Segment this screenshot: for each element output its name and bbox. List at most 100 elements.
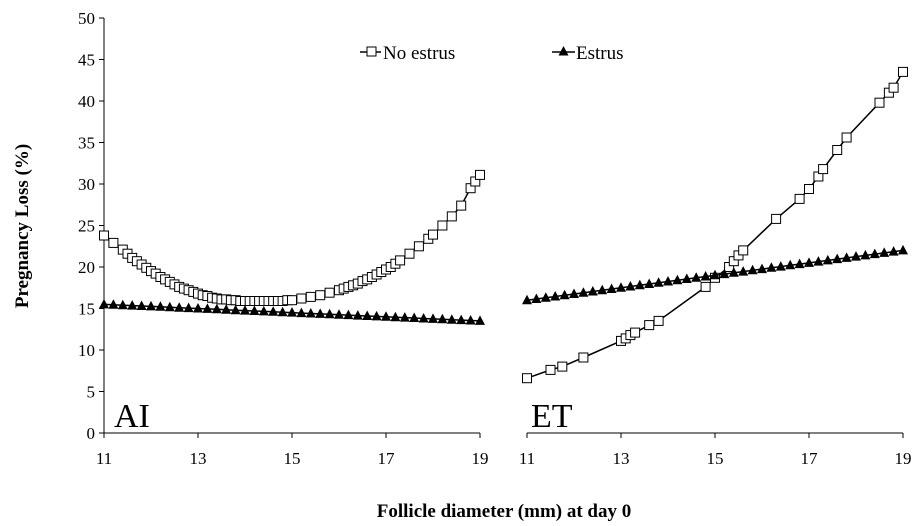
- panel-et-no-estrus-point: [832, 145, 843, 155]
- panel-et-no-estrus-point: [557, 361, 568, 372]
- panel-ai-estrus-point: [155, 301, 166, 311]
- y-ticks: 0 5 10 15 20 25 30 35 40 45 50: [78, 9, 104, 443]
- y-tick-label: 50: [78, 9, 95, 28]
- y-tick-label: 15: [78, 300, 95, 319]
- panel-et-estrus-point: [625, 281, 636, 291]
- panel-ai-x-tick-label: 19: [472, 449, 489, 468]
- panel-ai-estrus-point: [221, 304, 232, 314]
- panel-ai-estrus-point: [258, 305, 269, 316]
- panel-et-no-estrus-point: [874, 97, 885, 108]
- panel-et-estrus-point: [672, 274, 683, 285]
- legend-estrus-label: Estrus: [576, 43, 624, 64]
- panel-ai-estrus-point: [352, 310, 363, 320]
- legend-entry-estrus: Estrus: [552, 43, 624, 64]
- panel-ai-x-tick-label: 17: [378, 449, 396, 468]
- panel-ai-estrus-point: [475, 315, 485, 325]
- panel-et-estrus-point: [587, 286, 598, 296]
- panel-ai-estrus-point: [174, 302, 185, 312]
- panel-ai-estrus-point: [418, 313, 429, 323]
- x-axis-title: Follicle diameter (mm) at day 0: [377, 501, 632, 522]
- panel-ai-estrus-point: [268, 306, 279, 316]
- panel-ai-estrus-point: [240, 305, 250, 315]
- panel-ai-x-ticks: 11 13 15 17 19: [96, 433, 489, 468]
- panel-ai-estrus-point: [409, 312, 420, 322]
- panel-ai-estrus-point: [371, 310, 382, 321]
- panel-et-estrus-point: [747, 264, 758, 275]
- panel-ai-estrus-point: [334, 309, 344, 319]
- panel-ai-estrus-point: [315, 308, 326, 318]
- panel-ai-no-estrus-point: [456, 200, 467, 211]
- panel-ai-estrus-point: [390, 311, 401, 322]
- panel-ai-estrus-point: [456, 314, 467, 325]
- y-tick-label: 30: [78, 175, 95, 194]
- panel-et-no-estrus-point: [578, 352, 589, 363]
- panel-ai-estrus-point: [249, 305, 260, 315]
- panel-ai-estrus-point: [193, 303, 203, 313]
- panel-et-estrus-point: [728, 267, 739, 277]
- panel-ai-no-estrus-point: [287, 295, 297, 306]
- panel-ai-estrus-point: [99, 298, 109, 309]
- panel-ai-no-estrus-point: [413, 241, 424, 252]
- panel-et-estrus-point: [832, 253, 843, 264]
- panel-et-estrus-point: [888, 246, 899, 256]
- panel-ai-label: AI: [114, 398, 150, 435]
- panel-ai-estrus-point: [164, 301, 175, 312]
- y-tick-label: 5: [87, 383, 96, 402]
- panel-et-estrus-point: [869, 248, 880, 259]
- panel-et-estrus-point: [578, 287, 589, 297]
- panel-ai-estrus-point: [343, 309, 354, 320]
- panel-et-estrus-point: [559, 289, 570, 300]
- panel-et-no-estrus-point: [794, 193, 805, 204]
- panel-et-estrus-point: [851, 251, 861, 261]
- panel-et-estrus-point: [898, 244, 908, 255]
- panel-ai-estrus-point: [146, 300, 156, 311]
- panel-ai-no-estrus-point: [395, 255, 406, 266]
- panel-ai-estrus-point: [108, 299, 119, 309]
- legend-no-estrus-label: No estrus: [383, 43, 455, 64]
- legend-entry-no-estrus: No estrus: [360, 43, 455, 64]
- legend: No estrus Estrus: [360, 43, 624, 64]
- panel-et-estrus-point: [644, 278, 655, 288]
- y-tick-label: 25: [78, 217, 95, 236]
- panel-ai-estrus-point: [117, 299, 128, 310]
- panel-et-x-tick-label: 19: [895, 449, 912, 468]
- panel-ai-estrus-point: [362, 310, 373, 320]
- panel-et-estrus-point: [522, 294, 532, 305]
- panel-ai-estrus-point: [183, 302, 194, 313]
- panel-ai-no-estrus-point: [296, 293, 307, 304]
- panel-ai-no-estrus-point: [315, 290, 326, 301]
- panel-et-estrus-point: [841, 252, 852, 262]
- panel-ai-estrus-point: [296, 307, 307, 318]
- panel-et-estrus-point: [804, 257, 814, 267]
- panel-et-no-estrus-point: [888, 82, 899, 93]
- panel-et-x-tick-label: 13: [613, 449, 630, 468]
- y-tick-label: 20: [78, 258, 95, 277]
- panel-ai-estrus-point: [277, 306, 288, 317]
- panel-et-x-tick-label: 17: [801, 449, 819, 468]
- panel-ai-estrus-point: [305, 308, 316, 318]
- panel-ai-estrus-point: [399, 312, 410, 322]
- panel-ai-estrus-point: [211, 303, 222, 314]
- panel-ai-no-estrus-point: [475, 169, 485, 180]
- panel-et-estrus-point: [663, 276, 673, 286]
- panel-et-estrus-point: [879, 247, 890, 257]
- panel-ai-no-estrus-point: [437, 220, 448, 231]
- panel-ai-estrus-point: [202, 303, 213, 313]
- panel-ai-no-estrus-point: [446, 211, 457, 222]
- panel-et-no-estrus-point: [818, 164, 829, 175]
- panel-ai-estrus-point: [428, 313, 438, 323]
- panel-ai-x-tick-label: 15: [284, 449, 301, 468]
- panel-et-estrus-point: [860, 249, 871, 260]
- panel-et-x-tick-label: 11: [519, 449, 535, 468]
- panel-et-no-estrus-point: [841, 132, 852, 143]
- y-tick-label: 45: [78, 51, 95, 70]
- panel-ai-no-estrus-point: [108, 237, 119, 248]
- panel-ai-estrus-point: [136, 300, 147, 310]
- panel-et-no-estrus-point: [700, 281, 711, 292]
- panel-et-estrus-point: [710, 269, 720, 280]
- panel-ai-estrus-point: [287, 307, 297, 317]
- y-tick-label: 35: [78, 134, 95, 153]
- panel-et-estrus-point: [616, 282, 626, 292]
- panel-et-estrus-point: [757, 263, 767, 274]
